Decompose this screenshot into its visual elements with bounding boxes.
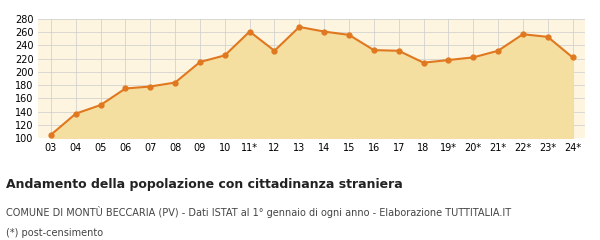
Text: Andamento della popolazione con cittadinanza straniera: Andamento della popolazione con cittadin… — [6, 178, 403, 191]
Text: (*) post-censimento: (*) post-censimento — [6, 228, 103, 238]
Text: COMUNE DI MONTÙ BECCARIA (PV) - Dati ISTAT al 1° gennaio di ogni anno - Elaboraz: COMUNE DI MONTÙ BECCARIA (PV) - Dati IST… — [6, 206, 511, 218]
